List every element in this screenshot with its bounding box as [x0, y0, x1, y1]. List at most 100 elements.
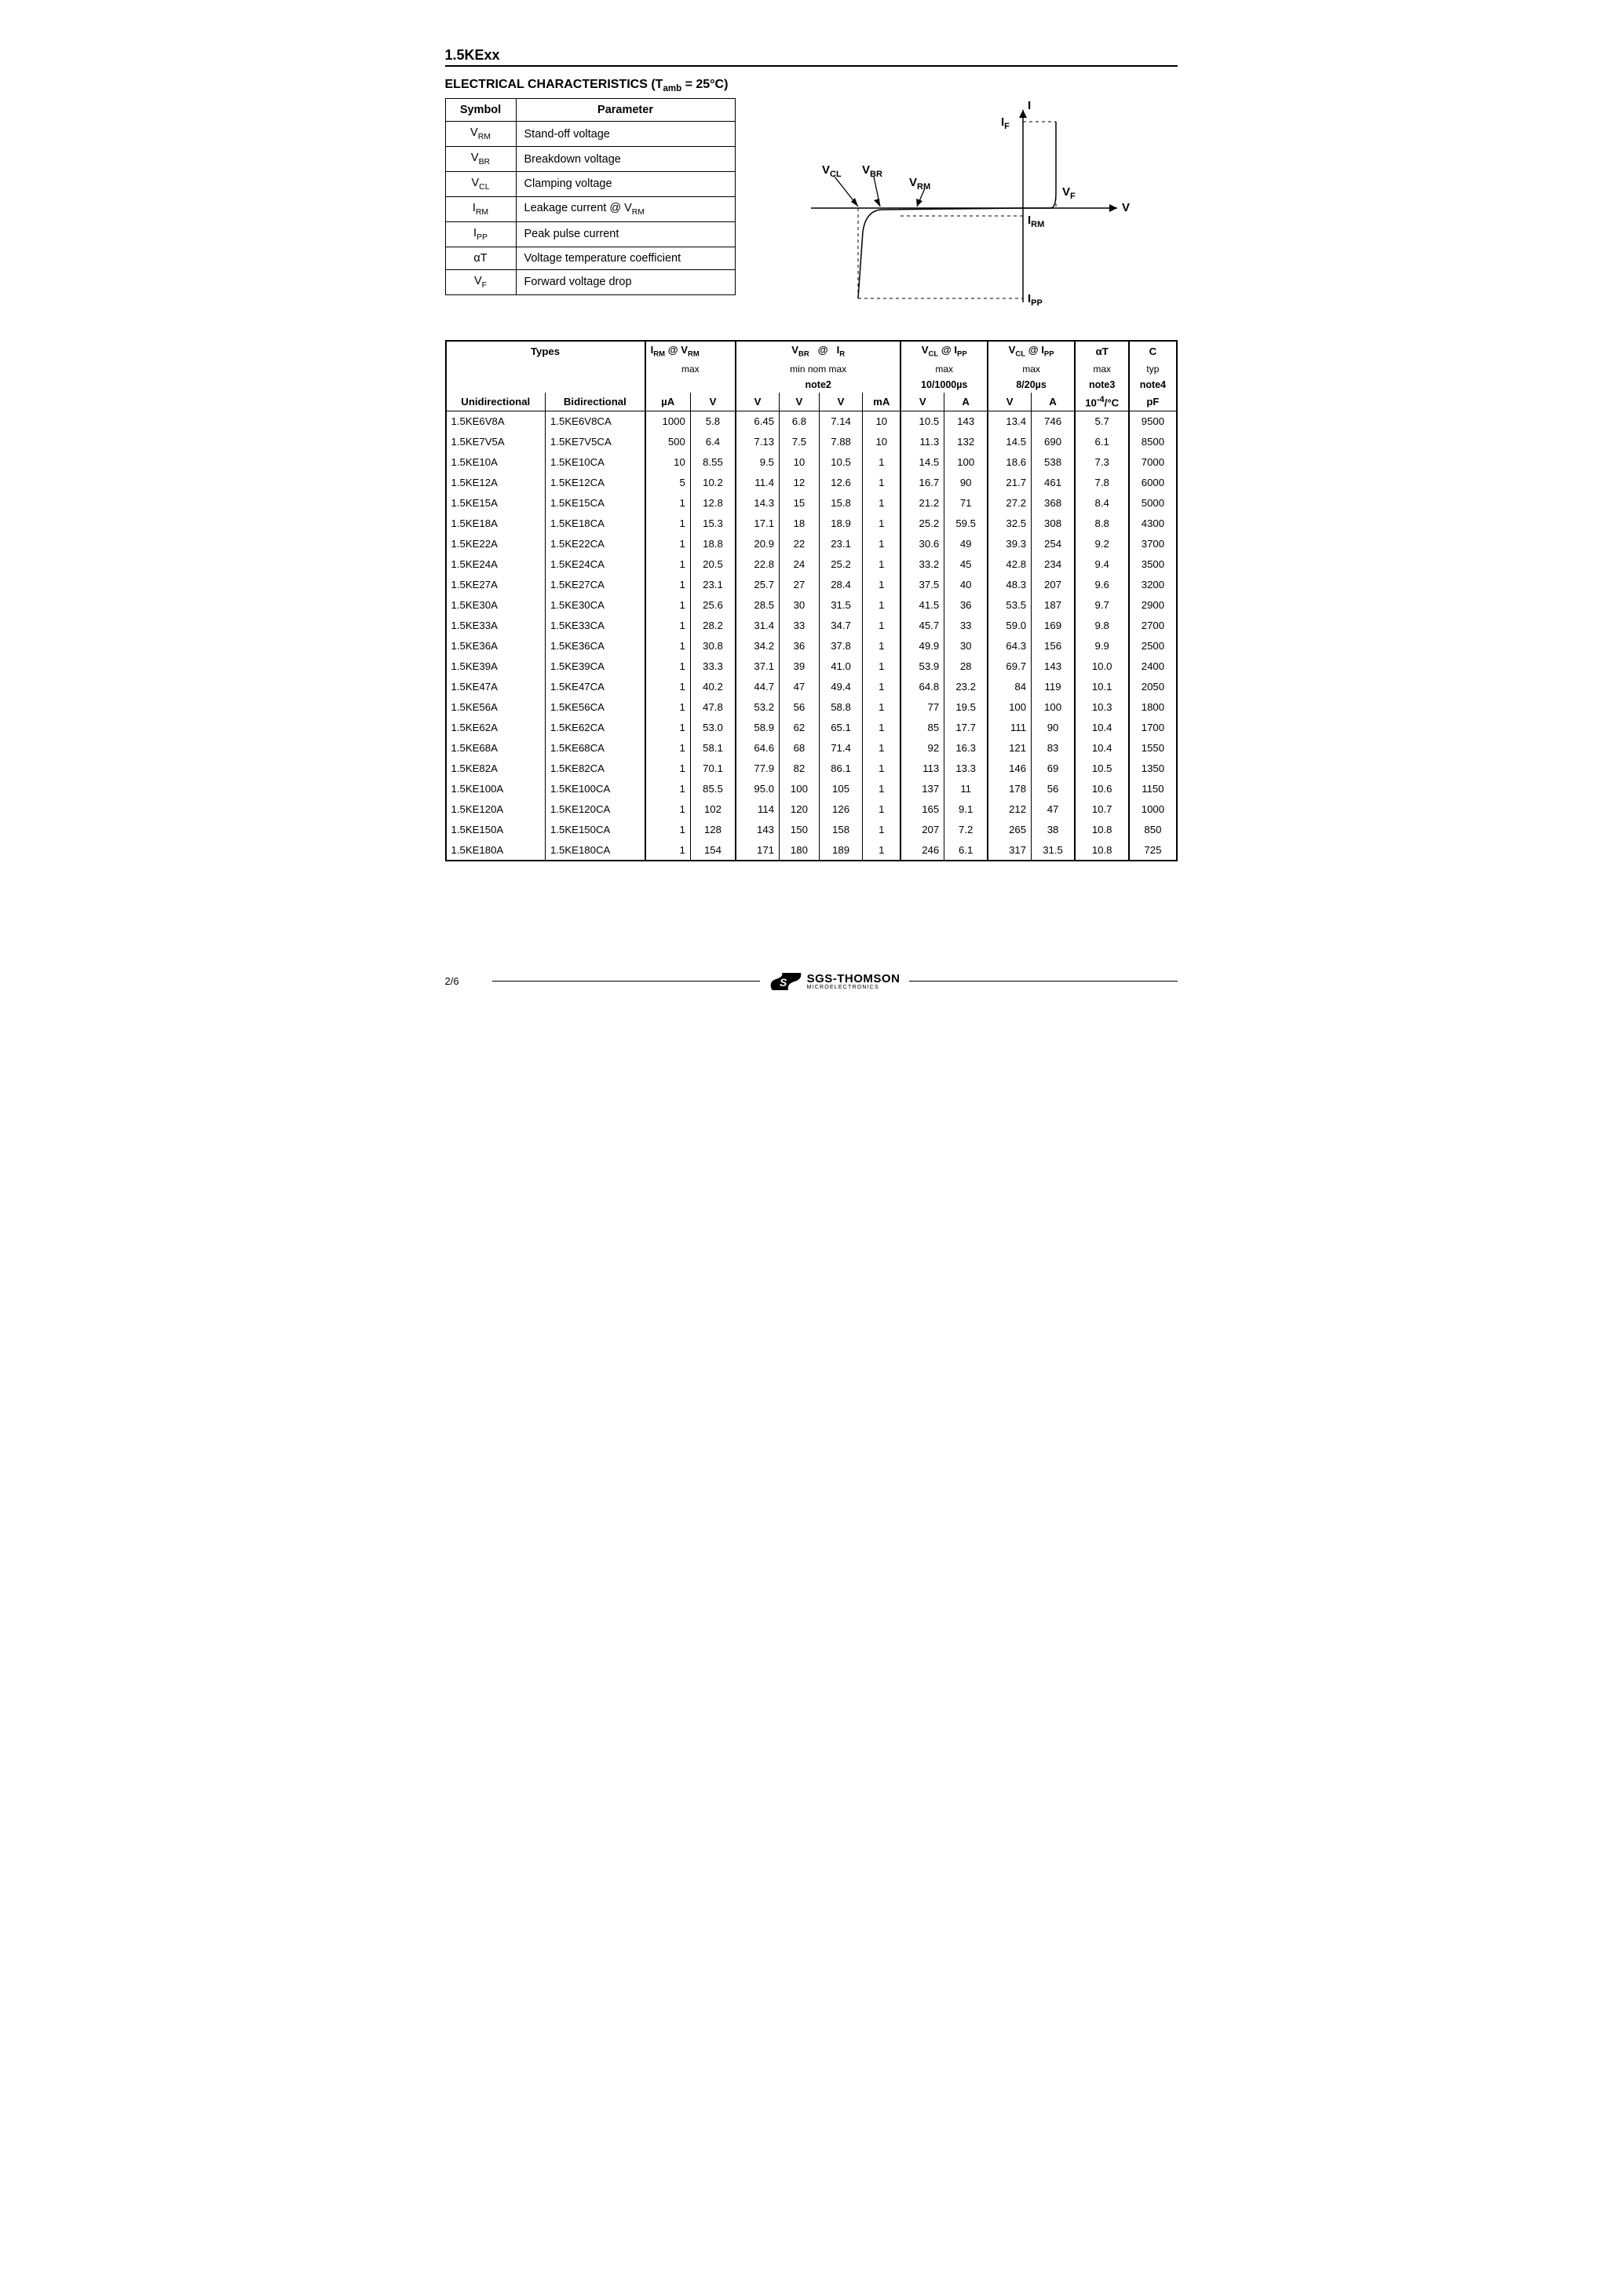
table-cell: 10.7 [1075, 799, 1129, 820]
table-cell: 47 [1032, 799, 1075, 820]
table-cell: 1.5KE180A [446, 840, 546, 861]
table-cell: 2900 [1129, 595, 1176, 616]
table-cell: 1 [645, 779, 691, 799]
table-row: 1.5KE150A1.5KE150CA112814315015812077.22… [446, 820, 1177, 840]
table-cell: 14.5 [988, 432, 1031, 452]
table-cell: 9500 [1129, 411, 1176, 432]
table-cell: 2700 [1129, 616, 1176, 636]
table-cell: 16.3 [944, 738, 988, 759]
table-cell: 1.5KE47A [446, 677, 546, 697]
param-symbol: VF [445, 269, 516, 294]
table-cell: 21.7 [988, 473, 1031, 493]
table-cell: 1 [645, 616, 691, 636]
table-cell: 120 [780, 799, 820, 820]
table-cell: 10.1 [1075, 677, 1129, 697]
table-cell: 126 [819, 799, 862, 820]
table-cell: 100 [988, 697, 1031, 718]
table-cell: 38 [1032, 820, 1075, 840]
table-cell: 34.7 [819, 616, 862, 636]
table-cell: 1.5KE62CA [546, 718, 645, 738]
table-cell: 14.5 [901, 452, 944, 473]
table-cell: 6.1 [944, 840, 988, 861]
sub-irm: max [645, 361, 736, 377]
table-cell: 1.5KE15CA [546, 493, 645, 514]
table-cell: 53.2 [736, 697, 779, 718]
th-a2: A [1032, 393, 1075, 411]
table-cell: 1.5KE56CA [546, 697, 645, 718]
table-cell: 9.1 [944, 799, 988, 820]
table-cell: 308 [1032, 514, 1075, 534]
table-cell: 30.6 [901, 534, 944, 554]
table-cell: 3700 [1129, 534, 1176, 554]
table-cell: 20.5 [690, 554, 736, 575]
table-cell: 33 [780, 616, 820, 636]
table-cell: 169 [1032, 616, 1075, 636]
table-cell: 119 [1032, 677, 1075, 697]
table-cell: 1 [863, 840, 901, 861]
table-row: 1.5KE27A1.5KE27CA123.125.72728.4137.5404… [446, 575, 1177, 595]
section-condition: (Tamb = 25°C) [651, 78, 728, 91]
table-cell: 1 [863, 595, 901, 616]
table-cell: 102 [690, 799, 736, 820]
table-cell: 100 [780, 779, 820, 799]
table-cell: 1.5KE24CA [546, 554, 645, 575]
table-cell: 1 [645, 514, 691, 534]
table-cell: 1 [863, 473, 901, 493]
parameter-table: Symbol Parameter VRMStand-off voltageVBR… [445, 98, 736, 294]
table-cell: 3200 [1129, 575, 1176, 595]
table-cell: 95.0 [736, 779, 779, 799]
table-cell: 2050 [1129, 677, 1176, 697]
table-cell: 10 [863, 432, 901, 452]
section-title: ELECTRICAL CHARACTERISTICS [445, 78, 648, 91]
table-cell: 7.8 [1075, 473, 1129, 493]
IF-label: IF [1001, 115, 1010, 131]
table-cell: 9.6 [1075, 575, 1129, 595]
th-ua: µA [645, 393, 691, 411]
table-cell: 154 [690, 840, 736, 861]
table-cell: 71 [944, 493, 988, 514]
table-cell: 20.9 [736, 534, 779, 554]
table-row: 1.5KE10A1.5KE10CA108.559.51010.5114.5100… [446, 452, 1177, 473]
table-cell: 10.8 [1075, 840, 1129, 861]
table-cell: 1 [863, 697, 901, 718]
table-cell: 30 [944, 636, 988, 656]
table-cell: 132 [944, 432, 988, 452]
table-cell: 25.6 [690, 595, 736, 616]
table-cell: 1150 [1129, 779, 1176, 799]
table-cell: 33.3 [690, 656, 736, 677]
table-cell: 1.5KE18CA [546, 514, 645, 534]
table-cell: 1 [645, 575, 691, 595]
param-row: VCLClamping voltage [445, 171, 735, 196]
table-cell: 53.0 [690, 718, 736, 738]
table-cell: 1.5KE39CA [546, 656, 645, 677]
table-row: 1.5KE100A1.5KE100CA185.595.0100105113711… [446, 779, 1177, 799]
VBR-label: VBR [862, 163, 882, 179]
table-cell: 725 [1129, 840, 1176, 861]
table-cell: 1700 [1129, 718, 1176, 738]
table-cell: 690 [1032, 432, 1075, 452]
table-cell: 49.9 [901, 636, 944, 656]
table-cell: 1.5KE150CA [546, 820, 645, 840]
table-cell: 31.5 [1032, 840, 1075, 861]
table-cell: 59.0 [988, 616, 1031, 636]
table-cell: 254 [1032, 534, 1075, 554]
table-cell: 10.5 [901, 411, 944, 432]
sub-vcl1: max [901, 361, 988, 377]
table-cell: 1.5KE100CA [546, 779, 645, 799]
table-cell: 33.2 [901, 554, 944, 575]
table-row: 1.5KE47A1.5KE47CA140.244.74749.4164.823.… [446, 677, 1177, 697]
table-cell: 1.5KE7V5CA [546, 432, 645, 452]
table-cell: 64.8 [901, 677, 944, 697]
table-cell: 1 [645, 738, 691, 759]
table-cell: 39 [780, 656, 820, 677]
table-cell: 1.5KE47CA [546, 677, 645, 697]
table-cell: 143 [944, 411, 988, 432]
th-vbr-ir: VBR @ IR [736, 341, 901, 361]
table-cell: 105 [819, 779, 862, 799]
th-ma: mA [863, 393, 901, 411]
table-cell: 45.7 [901, 616, 944, 636]
table-cell: 1 [645, 840, 691, 861]
table-cell: 70.1 [690, 759, 736, 779]
param-row: IRMLeakage current @ VRM [445, 196, 735, 221]
th-vcl-ipp-1: VCL @ IPP [901, 341, 988, 361]
